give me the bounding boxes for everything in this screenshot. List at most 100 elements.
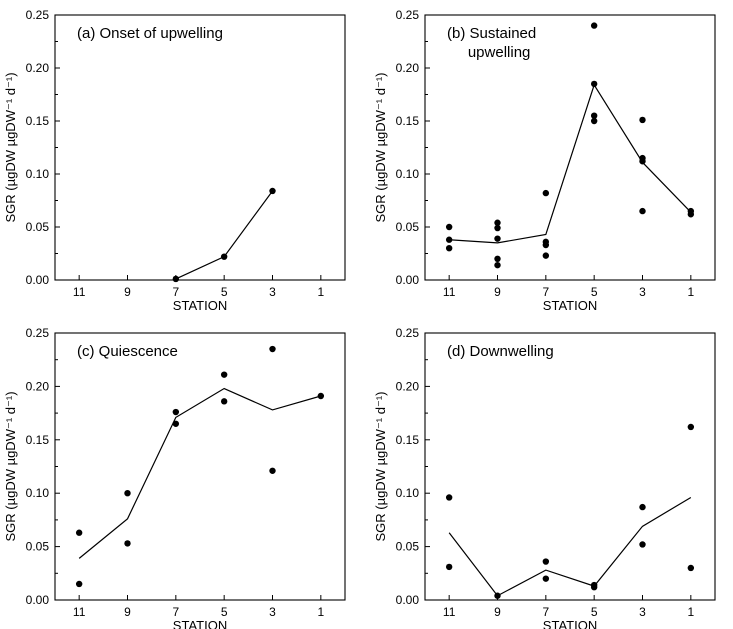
y-tick-label: 0.10 bbox=[396, 167, 420, 181]
x-tick-label: 3 bbox=[269, 605, 276, 619]
y-tick-label: 0.00 bbox=[26, 273, 50, 287]
x-tick-label: 1 bbox=[317, 285, 324, 299]
x-tick-label: 9 bbox=[494, 605, 501, 619]
data-point bbox=[494, 262, 500, 268]
y-tick-label: 0.10 bbox=[396, 486, 420, 500]
y-tick-label: 0.15 bbox=[396, 114, 420, 128]
chart-panel-1: 0.00 0.05 0.10 0.15 0.20 0.25 11 9 7 5 3 1 STATION SG… bbox=[3, 8, 345, 313]
mean-line bbox=[176, 191, 273, 279]
data-point bbox=[639, 541, 645, 547]
data-point bbox=[494, 235, 500, 241]
data-point bbox=[494, 593, 500, 599]
data-point bbox=[446, 224, 452, 230]
panel-title: (c) Quiescence bbox=[77, 343, 178, 360]
data-point bbox=[543, 252, 549, 258]
y-tick-label: 0.10 bbox=[26, 486, 50, 500]
mean-line bbox=[79, 389, 321, 559]
y-axis-title: SGR (µgDW µgDW⁻¹ d⁻¹) bbox=[3, 72, 18, 222]
x-tick-label: 9 bbox=[124, 605, 131, 619]
x-tick-label: 7 bbox=[172, 285, 179, 299]
y-tick-label: 0.15 bbox=[26, 114, 50, 128]
y-tick-label: 0.25 bbox=[396, 326, 420, 340]
x-tick-label: 5 bbox=[591, 285, 598, 299]
x-tick-label: 7 bbox=[172, 605, 179, 619]
data-point bbox=[124, 490, 130, 496]
x-tick-label: 11 bbox=[443, 605, 456, 619]
data-point bbox=[639, 158, 645, 164]
data-point bbox=[494, 225, 500, 231]
mean-line bbox=[449, 85, 691, 243]
data-point bbox=[688, 424, 694, 430]
x-tick-label: 1 bbox=[687, 285, 694, 299]
y-axis-title: SGR (µgDW µgDW⁻¹ d⁻¹) bbox=[373, 391, 388, 541]
data-point bbox=[639, 504, 645, 510]
x-axis-title: STATION bbox=[173, 298, 227, 313]
y-tick-label: 0.00 bbox=[396, 593, 420, 607]
x-tick-label: 11 bbox=[73, 285, 86, 299]
x-tick-label: 7 bbox=[542, 605, 549, 619]
data-point bbox=[269, 468, 275, 474]
data-point bbox=[543, 242, 549, 248]
y-tick-label: 0.25 bbox=[26, 326, 50, 340]
data-point bbox=[543, 558, 549, 564]
data-point bbox=[173, 409, 179, 415]
y-tick-label: 0.15 bbox=[396, 433, 420, 447]
x-tick-label: 5 bbox=[591, 605, 598, 619]
plot-frame bbox=[55, 333, 345, 600]
panel-title: (a) Onset of upwelling bbox=[77, 25, 223, 42]
y-tick-label: 0.05 bbox=[26, 540, 50, 554]
x-tick-label: 3 bbox=[639, 605, 646, 619]
y-tick-label: 0.20 bbox=[396, 61, 420, 75]
x-tick-label: 9 bbox=[124, 285, 131, 299]
data-point bbox=[543, 575, 549, 581]
data-point bbox=[446, 564, 452, 570]
data-point bbox=[591, 22, 597, 28]
data-point bbox=[76, 581, 82, 587]
data-point bbox=[221, 253, 227, 259]
x-tick-label: 9 bbox=[494, 285, 501, 299]
y-tick-label: 0.00 bbox=[396, 273, 420, 287]
data-point bbox=[173, 421, 179, 427]
panel-title-line-2: upwelling bbox=[447, 44, 530, 61]
x-tick-label: 3 bbox=[639, 285, 646, 299]
data-point bbox=[269, 346, 275, 352]
y-tick-label: 0.00 bbox=[26, 593, 50, 607]
y-tick-label: 0.25 bbox=[396, 8, 420, 22]
y-tick-label: 0.05 bbox=[396, 220, 420, 234]
data-point bbox=[269, 188, 275, 194]
plot-frame bbox=[425, 333, 715, 600]
y-tick-label: 0.20 bbox=[26, 61, 50, 75]
mean-line bbox=[449, 497, 691, 595]
data-point bbox=[173, 276, 179, 282]
y-axis-title: SGR (µgDW µgDW⁻¹ d⁻¹) bbox=[373, 72, 388, 222]
panel-title: (b) Sustained bbox=[447, 25, 536, 42]
y-tick-label: 0.20 bbox=[396, 379, 420, 393]
y-tick-label: 0.05 bbox=[26, 220, 50, 234]
data-point bbox=[494, 256, 500, 262]
data-point bbox=[446, 237, 452, 243]
data-point bbox=[318, 393, 324, 399]
data-point bbox=[639, 208, 645, 214]
panel-title: (d) Downwelling bbox=[447, 343, 554, 360]
data-point bbox=[76, 530, 82, 536]
x-axis-title: STATION bbox=[173, 618, 227, 629]
chart-panel-3: 0.00 0.05 0.10 0.15 0.20 0.25 11 9 7 5 3 1 STATION SG… bbox=[3, 326, 345, 629]
data-point bbox=[446, 245, 452, 251]
data-point bbox=[688, 211, 694, 217]
plot-frame bbox=[55, 15, 345, 280]
data-point bbox=[124, 540, 130, 546]
data-point bbox=[639, 117, 645, 123]
y-tick-label: 0.15 bbox=[26, 433, 50, 447]
y-tick-label: 0.25 bbox=[26, 8, 50, 22]
x-tick-label: 11 bbox=[73, 605, 86, 619]
data-point bbox=[591, 118, 597, 124]
x-tick-label: 1 bbox=[687, 605, 694, 619]
y-tick-label: 0.20 bbox=[26, 379, 50, 393]
x-tick-label: 1 bbox=[317, 605, 324, 619]
x-tick-label: 7 bbox=[542, 285, 549, 299]
data-point bbox=[221, 371, 227, 377]
x-axis-title: STATION bbox=[543, 298, 597, 313]
y-tick-label: 0.05 bbox=[396, 540, 420, 554]
data-point bbox=[221, 398, 227, 404]
